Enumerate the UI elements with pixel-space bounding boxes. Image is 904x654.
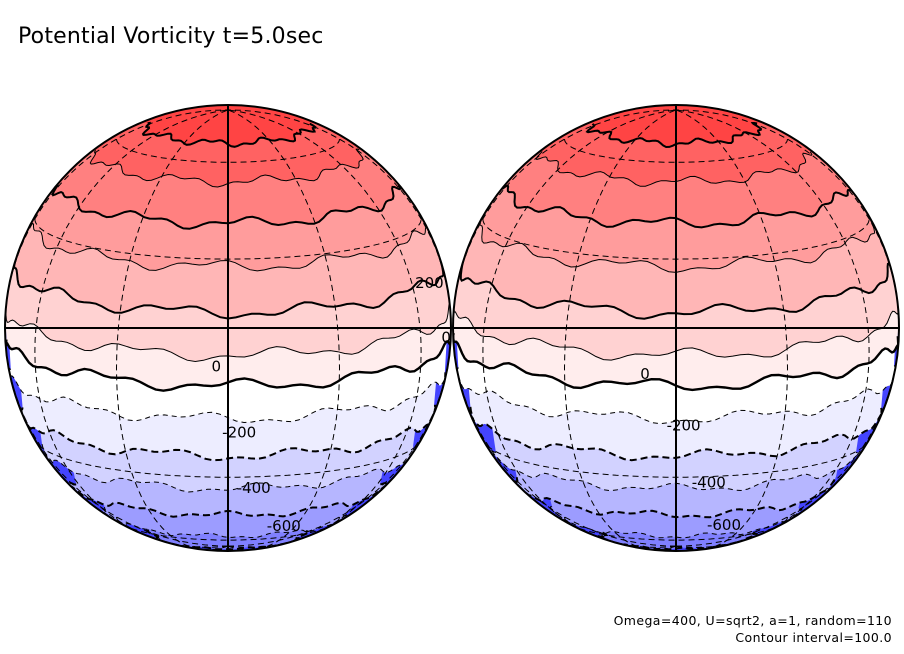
- graticule-meridian: [34, 109, 229, 548]
- contour-label: -200: [222, 424, 256, 442]
- graticule-meridian: [482, 109, 677, 548]
- graticule-meridian: [563, 109, 677, 551]
- graticule-meridian: [675, 109, 870, 548]
- chart-title: Potential Vorticity t=5.0sec: [18, 24, 324, 49]
- contour-label: 200: [415, 274, 444, 292]
- labels-right: 0 -200 -400 -600: [640, 365, 741, 534]
- contour-label: -400: [237, 479, 271, 497]
- contour-label: -600: [707, 516, 741, 534]
- globe-right: [453, 105, 899, 551]
- contour-label: -600: [267, 517, 301, 535]
- globe-right-outline: [452, 104, 900, 552]
- footer-params: Omega=400, U=sqrt2, a=1, random=110: [613, 613, 892, 628]
- contour-band: [5, 105, 451, 147]
- contour-label: -400: [692, 473, 726, 491]
- labels-left: 200 0 0 -200 -400 -600: [212, 274, 451, 535]
- globe-left-outline: [4, 104, 452, 552]
- contour-label: 0: [441, 329, 451, 347]
- contour-label: 0: [640, 365, 650, 383]
- globe-left: [5, 105, 451, 551]
- contour-band: [453, 105, 899, 147]
- graticule-meridian: [227, 109, 422, 548]
- contour-line: [456, 365, 896, 425]
- graticule-meridian: [227, 109, 341, 551]
- contour-label: 0: [212, 358, 222, 376]
- graticule-meridian: [115, 109, 229, 551]
- contour-label: -200: [667, 417, 701, 435]
- footer-interval: Contour interval=100.0: [735, 630, 892, 645]
- graticule-meridian: [675, 109, 789, 551]
